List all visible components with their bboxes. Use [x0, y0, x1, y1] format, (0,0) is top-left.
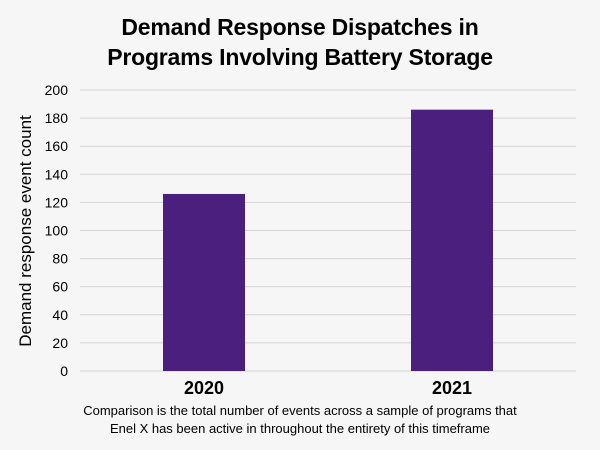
- y-axis-ticks: 0 20 40 60 80 100 120 140 160 180 200: [45, 82, 69, 379]
- y-tick-label: 200: [45, 82, 69, 98]
- bars: [163, 109, 493, 372]
- caption-line-2: Enel X has been active in throughout the…: [109, 421, 491, 436]
- chart-title-line-1: Demand Response Dispatches in: [121, 14, 479, 40]
- y-axis-label: Demand response event count: [16, 115, 35, 347]
- y-tick-label: 0: [60, 363, 68, 379]
- y-tick-label: 80: [52, 251, 68, 267]
- x-tick-label: 2020: [184, 378, 224, 398]
- x-tick-label: 2021: [432, 378, 472, 398]
- y-tick-label: 20: [52, 335, 68, 351]
- bar-2020: [163, 193, 245, 371]
- gridlines: [80, 89, 576, 372]
- y-tick-label: 160: [45, 138, 69, 154]
- y-tick-label: 180: [45, 110, 69, 126]
- bar-2021: [411, 109, 493, 372]
- caption-line-1: Comparison is the total number of events…: [83, 403, 517, 418]
- y-tick-label: 40: [52, 307, 68, 323]
- y-tick-label: 120: [45, 194, 69, 210]
- chart-title-line-2: Programs Involving Battery Storage: [107, 44, 493, 70]
- y-tick-label: 140: [45, 166, 69, 182]
- chart-caption: Comparison is the total number of events…: [0, 402, 600, 438]
- y-tick-label: 100: [45, 223, 69, 239]
- chart-title: Demand Response Dispatches in Programs I…: [0, 12, 600, 72]
- x-axis-ticks: 2020 2021: [184, 378, 472, 398]
- y-tick-label: 60: [52, 279, 68, 295]
